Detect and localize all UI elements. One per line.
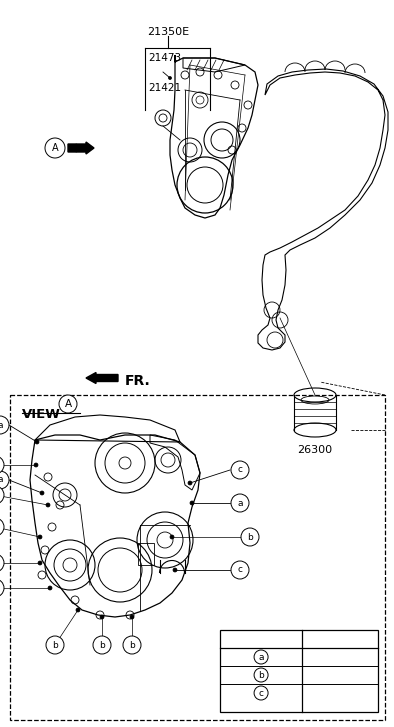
- Text: c: c: [238, 566, 242, 574]
- Circle shape: [231, 494, 249, 512]
- Circle shape: [35, 440, 39, 444]
- Text: FR.: FR.: [125, 374, 151, 388]
- Circle shape: [241, 528, 259, 546]
- Circle shape: [34, 463, 38, 467]
- Text: 1140FF: 1140FF: [321, 652, 359, 662]
- Text: b: b: [247, 532, 253, 542]
- Text: b: b: [129, 640, 135, 649]
- Text: b: b: [52, 640, 58, 649]
- Text: VIEW: VIEW: [22, 408, 61, 421]
- Circle shape: [190, 501, 194, 505]
- FancyArrow shape: [68, 142, 94, 154]
- Circle shape: [130, 615, 134, 619]
- Circle shape: [0, 456, 4, 474]
- Circle shape: [46, 503, 50, 507]
- Text: A: A: [65, 399, 72, 409]
- Circle shape: [123, 636, 141, 654]
- Text: c: c: [258, 688, 264, 697]
- Text: 21350E: 21350E: [147, 27, 189, 37]
- Text: SYMBOL: SYMBOL: [237, 634, 285, 644]
- Text: PNC: PNC: [328, 634, 352, 644]
- Circle shape: [76, 608, 80, 612]
- Circle shape: [0, 471, 9, 489]
- Circle shape: [93, 636, 111, 654]
- Circle shape: [0, 579, 4, 597]
- Text: 21421: 21421: [148, 83, 181, 93]
- Circle shape: [38, 535, 42, 539]
- Text: a: a: [258, 653, 264, 662]
- Bar: [10, 395, 385, 720]
- FancyArrow shape: [86, 372, 118, 384]
- Circle shape: [45, 138, 65, 158]
- Text: 21473: 21473: [148, 53, 181, 63]
- Text: a: a: [0, 420, 3, 430]
- Bar: [138, 543, 154, 565]
- Circle shape: [48, 586, 52, 590]
- Circle shape: [169, 76, 171, 79]
- Circle shape: [0, 518, 4, 536]
- Circle shape: [0, 416, 9, 434]
- Text: a: a: [237, 499, 243, 507]
- Circle shape: [188, 481, 192, 485]
- Text: 11403C: 11403C: [320, 688, 360, 698]
- Circle shape: [0, 554, 4, 572]
- Circle shape: [40, 491, 44, 495]
- Circle shape: [0, 486, 4, 504]
- Text: 1140AF: 1140AF: [320, 670, 360, 680]
- Bar: [220, 630, 378, 712]
- Circle shape: [170, 535, 174, 539]
- Circle shape: [231, 561, 249, 579]
- Text: A: A: [52, 143, 58, 153]
- Circle shape: [59, 395, 77, 413]
- Circle shape: [231, 461, 249, 479]
- Circle shape: [254, 650, 268, 664]
- Text: c: c: [238, 465, 242, 475]
- Text: b: b: [258, 670, 264, 680]
- Text: 26300: 26300: [297, 445, 333, 455]
- Circle shape: [46, 636, 64, 654]
- Circle shape: [38, 561, 42, 565]
- Text: a: a: [0, 475, 3, 484]
- Text: b: b: [99, 640, 105, 649]
- Circle shape: [254, 686, 268, 700]
- Circle shape: [100, 615, 104, 619]
- Circle shape: [173, 568, 177, 572]
- Circle shape: [254, 668, 268, 682]
